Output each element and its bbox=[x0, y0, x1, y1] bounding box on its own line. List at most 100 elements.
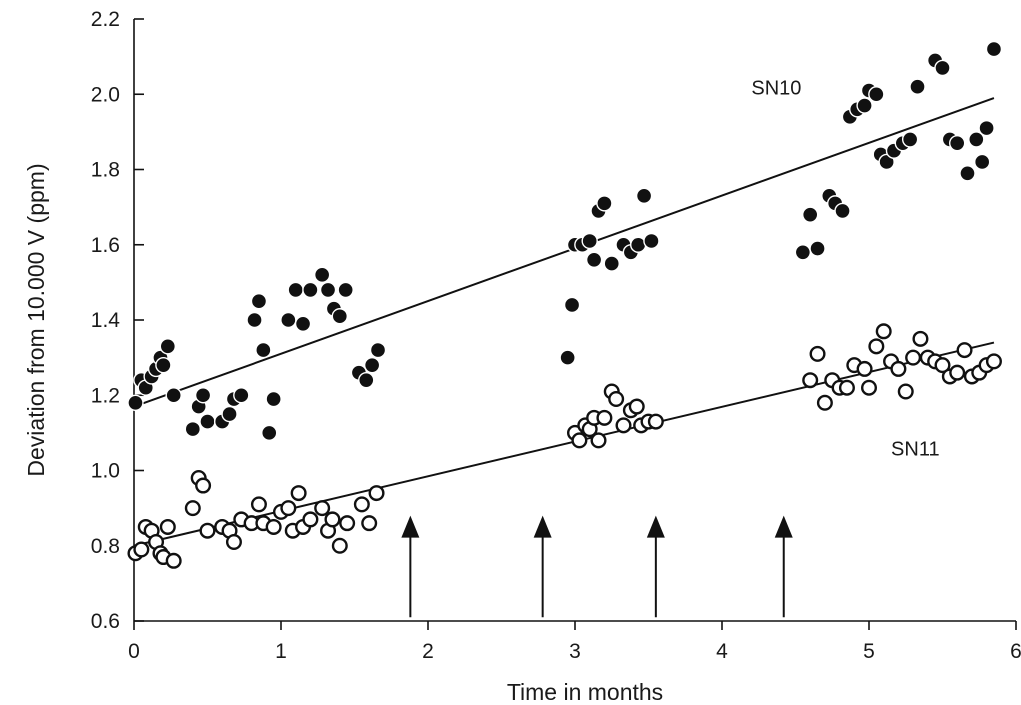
arrow-up-icon bbox=[774, 515, 793, 538]
data-point-sn11 bbox=[324, 511, 341, 528]
data-point-sn11 bbox=[596, 409, 613, 426]
arrow-up-icon bbox=[646, 515, 665, 538]
data-point-sn11 bbox=[934, 357, 951, 374]
data-point-sn11 bbox=[949, 364, 966, 381]
data-point-sn10 bbox=[868, 86, 885, 103]
data-point-sn10 bbox=[643, 232, 660, 250]
data-point-sn10 bbox=[901, 131, 919, 148]
data-point-sn10 bbox=[280, 311, 297, 329]
data-point-sn11 bbox=[861, 379, 878, 396]
data-point-sn11 bbox=[265, 518, 282, 535]
data-point-sn10 bbox=[563, 296, 581, 314]
data-point-sn10 bbox=[246, 311, 263, 329]
data-point-sn10 bbox=[968, 131, 985, 148]
data-point-sn11 bbox=[314, 500, 331, 517]
data-point-sn10 bbox=[165, 387, 182, 404]
data-point-sn10 bbox=[856, 97, 873, 114]
data-point-sn10 bbox=[319, 281, 337, 299]
x-tick-label: 5 bbox=[863, 640, 875, 663]
arrow-up-icon bbox=[401, 515, 420, 538]
y-tick-label: 1.2 bbox=[91, 384, 120, 407]
y-tick-label: 0.6 bbox=[91, 610, 120, 633]
data-point-sn11 bbox=[165, 552, 182, 569]
data-point-sn10 bbox=[358, 372, 375, 389]
data-point-sn10 bbox=[265, 390, 282, 408]
data-point-sn11 bbox=[647, 413, 664, 430]
data-point-sn11 bbox=[802, 372, 819, 389]
data-point-sn10 bbox=[878, 153, 895, 171]
data-point-sn10 bbox=[233, 387, 250, 404]
data-point-sn11 bbox=[133, 541, 150, 558]
data-point-sn10 bbox=[261, 424, 278, 442]
data-point-sn11 bbox=[302, 511, 319, 528]
x-tick-label: 3 bbox=[569, 640, 581, 663]
data-point-sn11 bbox=[608, 391, 625, 408]
data-point-sn11 bbox=[184, 500, 201, 517]
data-point-sn11 bbox=[628, 398, 645, 415]
data-point-sn10 bbox=[184, 420, 202, 438]
data-point-sn11 bbox=[368, 485, 385, 502]
data-point-sn10 bbox=[255, 341, 272, 359]
data-point-sn11 bbox=[339, 515, 356, 532]
data-point-sn11 bbox=[985, 353, 1002, 370]
y-tick-label: 2.0 bbox=[91, 83, 120, 106]
data-point-sn10 bbox=[603, 255, 620, 272]
data-point-sn10 bbox=[331, 308, 348, 325]
data-point-sn11 bbox=[912, 330, 929, 347]
data-point-sn10 bbox=[934, 59, 951, 77]
y-tick-label: 1.8 bbox=[91, 159, 120, 182]
data-point-sn10 bbox=[802, 206, 819, 223]
series-label: SN10 bbox=[751, 77, 801, 99]
data-point-sn11 bbox=[890, 360, 907, 377]
data-point-sn11 bbox=[280, 500, 297, 517]
data-point-sn10 bbox=[194, 387, 212, 404]
data-point-sn10 bbox=[199, 413, 216, 430]
arrow-up-icon bbox=[533, 515, 552, 538]
data-point-sn10 bbox=[834, 202, 851, 220]
data-point-sn11 bbox=[868, 338, 885, 355]
data-point-sn11 bbox=[615, 417, 632, 434]
data-point-sn11 bbox=[905, 349, 922, 366]
data-point-sn11 bbox=[225, 533, 242, 550]
data-point-sn10 bbox=[155, 356, 172, 374]
data-point-sn11 bbox=[809, 345, 826, 362]
y-tick-label: 2.2 bbox=[91, 8, 120, 31]
x-tick-label: 1 bbox=[275, 640, 287, 663]
y-tick-label: 1.6 bbox=[91, 234, 120, 257]
data-point-sn11 bbox=[361, 515, 378, 532]
data-point-sn11 bbox=[956, 342, 973, 359]
data-point-sn10 bbox=[978, 119, 995, 137]
data-point-sn11 bbox=[199, 522, 216, 539]
data-point-sn11 bbox=[353, 496, 370, 513]
data-point-sn10 bbox=[949, 134, 966, 152]
x-tick-label: 2 bbox=[422, 640, 434, 663]
y-tick-label: 1.4 bbox=[91, 309, 121, 332]
data-point-sn10 bbox=[973, 153, 991, 171]
y-tick-label: 1.0 bbox=[91, 460, 120, 483]
data-point-sn11 bbox=[195, 477, 212, 494]
data-point-sn10 bbox=[302, 281, 319, 299]
data-point-sn10 bbox=[581, 232, 598, 250]
data-point-sn10 bbox=[313, 266, 331, 284]
data-point-sn10 bbox=[909, 78, 926, 95]
plot-area: 0.6 0.8 1.0 1.2 1.4 1.6 1.8 2.0 2.2 0 1 2 3 4 5 6 Time i… bbox=[23, 8, 1021, 705]
data-point-sn11 bbox=[897, 383, 914, 400]
data-point-sn11 bbox=[856, 360, 873, 377]
data-point-sn10 bbox=[959, 165, 976, 182]
data-point-sn10 bbox=[287, 281, 304, 299]
data-point-sn10 bbox=[250, 292, 268, 310]
data-point-sn10 bbox=[596, 195, 613, 212]
data-point-sn11 bbox=[838, 379, 855, 396]
data-point-sn11 bbox=[875, 323, 892, 340]
y-tick-label: 0.8 bbox=[91, 535, 120, 558]
x-tick-label: 4 bbox=[716, 640, 728, 663]
data-point-sn11 bbox=[331, 537, 348, 554]
x-tick-label: 0 bbox=[128, 640, 140, 663]
data-point-sn11 bbox=[590, 432, 607, 449]
data-point-sn10 bbox=[794, 244, 812, 261]
data-point-sn10 bbox=[585, 251, 603, 268]
data-point-sn10 bbox=[337, 281, 354, 299]
data-point-sn10 bbox=[635, 187, 653, 205]
data-point-sn11 bbox=[250, 496, 267, 513]
